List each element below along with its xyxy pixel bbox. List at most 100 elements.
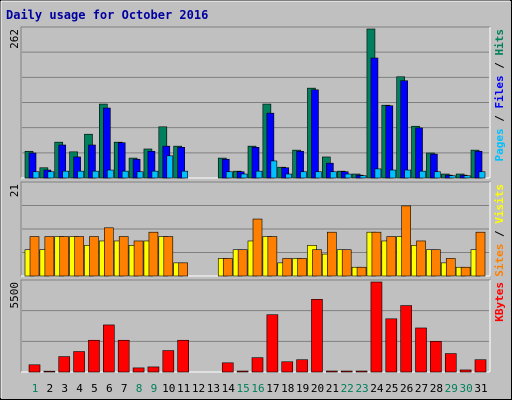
bar — [58, 144, 67, 179]
bar — [222, 258, 233, 277]
x-tick-label: 23 — [355, 382, 368, 395]
bar — [103, 324, 115, 373]
bar — [296, 150, 304, 179]
bar — [177, 146, 185, 179]
legend-entry: KBytes — [493, 282, 506, 322]
bar — [448, 175, 456, 179]
x-tick-label: 5 — [91, 382, 98, 395]
bar — [178, 262, 188, 277]
bar — [296, 359, 308, 373]
bar — [326, 370, 338, 373]
bar — [267, 236, 278, 277]
bar — [255, 170, 263, 179]
x-tick-label: 15 — [237, 382, 250, 395]
bar — [356, 266, 367, 277]
bar — [281, 361, 294, 373]
bar — [266, 314, 279, 373]
x-tick-label: 18 — [281, 382, 294, 395]
x-tick-label: 2 — [47, 382, 54, 395]
bar — [266, 112, 275, 179]
bar — [132, 158, 141, 179]
y-tick-label: 262 — [8, 29, 21, 49]
bar — [281, 167, 290, 179]
bar — [117, 142, 126, 179]
bar — [401, 205, 411, 277]
bar — [311, 299, 323, 373]
bar — [104, 227, 114, 277]
bar — [166, 155, 174, 179]
bar — [73, 351, 85, 373]
bar — [163, 236, 174, 277]
x-tick-label: 28 — [430, 382, 443, 395]
bar — [148, 231, 159, 277]
bar — [47, 171, 55, 179]
bar — [389, 169, 397, 179]
bar — [445, 258, 456, 277]
bar — [89, 236, 99, 277]
x-tick-label: 25 — [385, 382, 398, 395]
bar — [59, 236, 70, 277]
bar — [252, 218, 263, 277]
bar — [385, 318, 398, 373]
bar — [415, 327, 427, 373]
bar — [58, 356, 71, 373]
bar — [282, 258, 293, 277]
bar — [285, 173, 293, 179]
bar — [459, 369, 472, 373]
bar — [92, 170, 99, 179]
legend-entry: Files — [493, 75, 506, 108]
bar — [28, 364, 41, 373]
bar — [371, 231, 382, 277]
bar — [430, 153, 438, 179]
bar — [460, 266, 471, 277]
bar — [151, 170, 159, 179]
bar — [43, 370, 56, 373]
x-tick-label: 20 — [311, 382, 324, 395]
bar — [297, 258, 307, 277]
bar — [133, 240, 144, 277]
bar — [62, 170, 70, 179]
x-tick-label: 19 — [296, 382, 309, 395]
bar — [370, 57, 379, 179]
bar — [107, 169, 114, 179]
bar — [400, 305, 412, 373]
bar — [225, 171, 233, 179]
x-tick-label: 1 — [32, 382, 39, 395]
x-tick-label: 7 — [121, 382, 128, 395]
bar — [118, 236, 129, 277]
x-tick-label: 10 — [162, 382, 175, 395]
bar — [240, 173, 248, 179]
bar — [29, 236, 40, 277]
bar — [147, 150, 156, 179]
x-tick-label: 26 — [400, 382, 413, 395]
bar — [400, 80, 408, 179]
bar — [434, 171, 441, 179]
bar — [162, 350, 175, 373]
bar — [103, 107, 111, 179]
chart-title: Daily usage for October 2016 — [6, 8, 208, 22]
bar — [474, 359, 487, 373]
bar — [270, 160, 278, 179]
x-tick-label: 8 — [136, 382, 143, 395]
legend-entry: Sites — [493, 244, 506, 277]
bar — [177, 339, 189, 373]
bar — [341, 249, 352, 277]
bar — [374, 168, 382, 179]
bar — [181, 170, 188, 179]
x-tick-label: 14 — [222, 382, 236, 395]
legend: Pages / Files / Hits — [493, 29, 506, 162]
bar — [236, 370, 249, 373]
bar — [32, 171, 40, 179]
bar — [73, 156, 81, 179]
bar — [251, 357, 264, 373]
bar — [385, 105, 394, 179]
bar — [300, 171, 307, 179]
x-tick-label: 29 — [445, 382, 458, 395]
bar — [117, 339, 130, 373]
bar — [88, 144, 96, 179]
bar — [344, 173, 352, 179]
legend: KBytes — [493, 282, 506, 322]
bar — [359, 175, 367, 179]
legend-separator: / — [493, 56, 506, 76]
